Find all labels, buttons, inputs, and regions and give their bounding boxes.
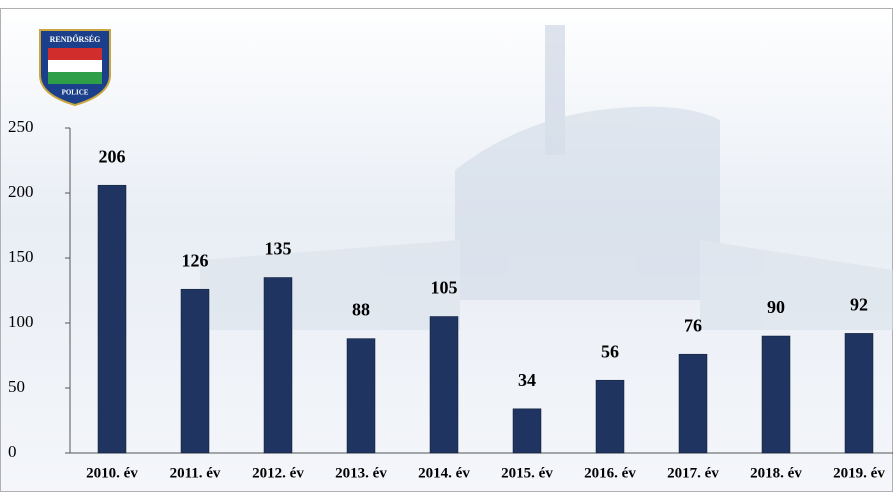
bar [513, 409, 541, 453]
bar [762, 336, 790, 453]
y-tick-label: 50 [8, 377, 25, 396]
value-label: 206 [99, 146, 126, 166]
y-tick-label: 200 [8, 182, 34, 201]
value-label: 126 [182, 250, 209, 270]
chart: RENDŐRSÉG POLICE 0 50 100 150 200 250 2010. év… [0, 0, 893, 492]
value-label: 90 [767, 297, 785, 317]
x-tick-label: 2018. év [750, 465, 802, 481]
x-tick-label: 2013. év [335, 465, 387, 481]
y-tick-label: 100 [8, 312, 34, 331]
x-tick-label: 2014. év [418, 465, 470, 481]
x-tick-label: 2010. év [86, 465, 138, 481]
x-tick-label: 2016. év [584, 465, 636, 481]
badge-bottom-text: POLICE [62, 89, 89, 97]
bar [264, 278, 292, 454]
value-label: 105 [431, 278, 458, 298]
x-tick-label: 2012. év [252, 465, 304, 481]
y-tick-label: 0 [8, 442, 17, 461]
x-tick-label: 2011. év [170, 465, 221, 481]
bar [596, 380, 624, 453]
bar [347, 339, 375, 453]
bar [98, 185, 126, 453]
y-tick-label: 150 [8, 247, 34, 266]
bar [181, 289, 209, 453]
bar [845, 333, 873, 453]
value-label: 76 [684, 315, 702, 335]
value-label: 34 [518, 370, 536, 390]
value-label: 88 [352, 300, 370, 320]
bar [679, 354, 707, 453]
bar [430, 317, 458, 454]
y-tick-label: 250 [8, 117, 34, 136]
police-badge: RENDŐRSÉG POLICE [40, 30, 110, 105]
x-tick-label: 2017. év [667, 465, 719, 481]
x-tick-label: 2019. év [833, 465, 885, 481]
badge-top-text: RENDŐRSÉG [50, 34, 101, 44]
value-label: 135 [265, 239, 292, 259]
value-label: 56 [601, 341, 619, 361]
x-tick-label: 2015. év [501, 465, 553, 481]
value-label: 92 [850, 295, 868, 315]
